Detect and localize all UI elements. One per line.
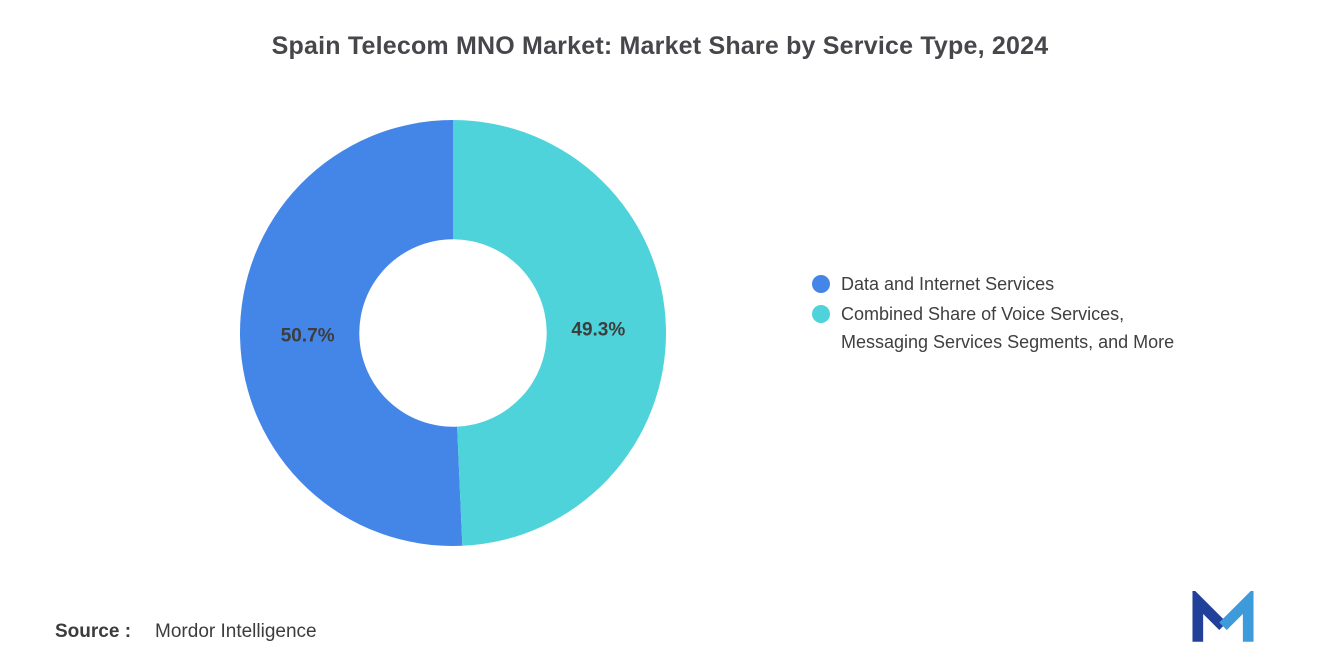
legend-item[interactable]: Combined Share of Voice Services, Messag…	[812, 300, 1174, 356]
legend-label: Combined Share of Voice Services, Messag…	[841, 304, 1175, 352]
chart-title: Spain Telecom MNO Market: Market Share b…	[271, 32, 1049, 60]
data-label: 50.7%	[281, 326, 335, 347]
donut-chart: 50.7% 49.3%	[240, 120, 667, 546]
logo-m-icon	[1192, 588, 1254, 642]
donut-slice[interactable]	[453, 120, 667, 546]
legend-item[interactable]: Data and Internet Services	[812, 270, 1174, 298]
legend: Data and Internet Services Combined Share…	[812, 270, 1174, 356]
legend-label: Data and Internet Services	[841, 274, 1055, 294]
mordor-intelligence-logo	[1192, 588, 1254, 653]
donut-slice[interactable]	[240, 120, 463, 546]
legend-swatch-icon	[812, 305, 830, 323]
source-text: Mordor Intelligence	[155, 621, 317, 642]
logo-right-stroke	[1219, 588, 1254, 642]
logo-left-stroke	[1192, 588, 1227, 642]
legend-swatch-icon	[812, 275, 830, 293]
source-line: Source : Mordor Intelligence	[55, 621, 317, 643]
data-label: 49.3%	[571, 319, 625, 340]
source-label: Source :	[55, 621, 132, 642]
